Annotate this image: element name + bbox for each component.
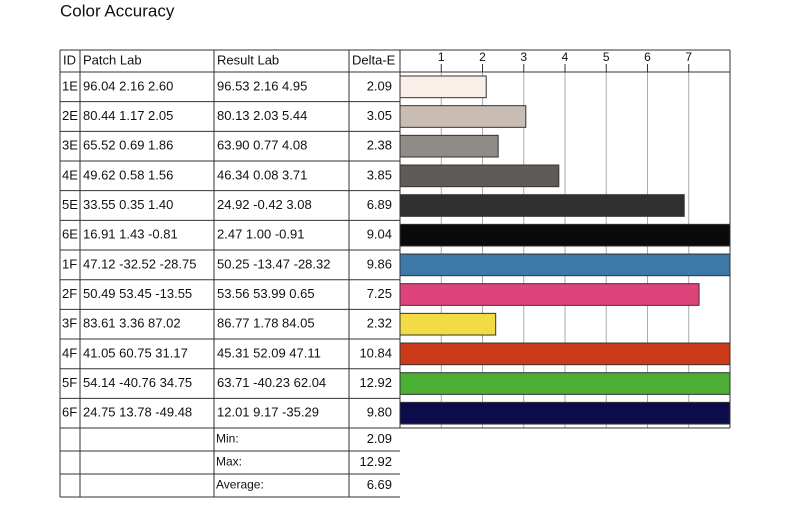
bar xyxy=(400,283,700,306)
row-id: 4F xyxy=(62,345,77,360)
delta-e: 9.86 xyxy=(367,256,392,271)
table-background xyxy=(60,50,400,498)
delta-e: 3.05 xyxy=(367,108,392,123)
bar xyxy=(400,75,487,99)
patch-lab: 65.52 0.69 1.86 xyxy=(83,138,173,153)
bar xyxy=(400,312,497,336)
delta-e: 2.09 xyxy=(367,78,392,93)
summary-value: 2.09 xyxy=(367,431,392,446)
bar xyxy=(400,194,685,217)
summary-value: 6.69 xyxy=(367,477,392,492)
row-id: 2E xyxy=(62,108,78,123)
bars xyxy=(400,75,730,425)
row-id: 5E xyxy=(62,197,78,212)
patch-lab: 80.44 1.17 2.05 xyxy=(83,108,173,123)
patch-lab: 41.05 60.75 31.17 xyxy=(83,345,188,360)
patch-lab: 33.55 0.35 1.40 xyxy=(83,197,173,212)
x-tick-label: 7 xyxy=(685,50,692,64)
patch-lab: 96.04 2.16 2.60 xyxy=(83,78,173,93)
column-header: Delta-E xyxy=(352,52,396,67)
patch-lab: 47.12 -32.52 -28.75 xyxy=(83,256,196,271)
row-id: 2F xyxy=(62,286,77,301)
x-tick-label: 5 xyxy=(603,50,610,64)
x-tick-label: 2 xyxy=(479,50,486,64)
bar xyxy=(400,223,730,247)
bar xyxy=(400,372,730,395)
summary-label: Max: xyxy=(216,455,242,469)
row-id: 3F xyxy=(62,316,77,331)
summary-label: Average: xyxy=(216,478,264,492)
patch-lab: 83.61 3.36 87.02 xyxy=(83,316,181,331)
row-id: 3E xyxy=(62,138,78,153)
result-lab: 45.31 52.09 47.11 xyxy=(217,345,321,360)
delta-e: 12.92 xyxy=(359,375,392,390)
row-id: 6F xyxy=(62,405,77,420)
x-tick-label: 3 xyxy=(520,50,527,64)
patch-lab: 49.62 0.58 1.56 xyxy=(83,167,173,182)
result-lab: 24.92 -0.42 3.08 xyxy=(217,197,312,212)
x-tick-label: 1 xyxy=(438,50,445,64)
row-id: 6E xyxy=(62,227,78,242)
delta-e: 7.25 xyxy=(367,286,392,301)
result-lab: 50.25 -13.47 -28.32 xyxy=(217,256,330,271)
result-lab: 96.53 2.16 4.95 xyxy=(217,78,307,93)
row-id: 1F xyxy=(62,256,77,271)
column-header: Result Lab xyxy=(217,52,279,67)
x-tick-label: 4 xyxy=(562,50,569,64)
delta-e: 10.84 xyxy=(359,345,392,360)
patch-lab: 16.91 1.43 -0.81 xyxy=(83,227,178,242)
patch-lab: 24.75 13.78 -49.48 xyxy=(83,405,192,420)
page-title: Color Accuracy xyxy=(60,1,175,20)
result-lab: 86.77 1.78 84.05 xyxy=(217,316,315,331)
bar xyxy=(400,401,730,425)
row-id: 4E xyxy=(62,167,78,182)
delta-e: 3.85 xyxy=(367,167,392,182)
result-lab: 80.13 2.03 5.44 xyxy=(217,108,307,123)
column-header: Patch Lab xyxy=(83,52,142,67)
summary-value: 12.92 xyxy=(359,454,392,469)
result-lab: 12.01 9.17 -35.29 xyxy=(217,405,319,420)
bar xyxy=(400,164,560,188)
delta-e: 6.89 xyxy=(367,197,392,212)
summary-label: Min: xyxy=(216,432,239,446)
x-tick-label: 6 xyxy=(644,50,651,64)
patch-lab: 50.49 53.45 -13.55 xyxy=(83,286,192,301)
result-lab: 2.47 1.00 -0.91 xyxy=(217,227,304,242)
result-lab: 63.71 -40.23 62.04 xyxy=(217,375,326,390)
bar xyxy=(400,134,499,158)
delta-e: 2.38 xyxy=(367,138,392,153)
delta-e: 9.04 xyxy=(367,227,392,242)
row-id: 1E xyxy=(62,78,78,93)
patch-lab: 54.14 -40.76 34.75 xyxy=(83,375,192,390)
delta-e: 2.32 xyxy=(367,316,392,331)
bar xyxy=(400,342,730,366)
result-lab: 63.90 0.77 4.08 xyxy=(217,138,307,153)
result-lab: 46.34 0.08 3.71 xyxy=(217,167,307,182)
column-header: ID xyxy=(63,52,76,67)
delta-e: 9.80 xyxy=(367,405,392,420)
result-lab: 53.56 53.99 0.65 xyxy=(217,286,315,301)
bar xyxy=(400,253,730,277)
bar xyxy=(400,105,527,128)
row-id: 5F xyxy=(62,375,77,390)
